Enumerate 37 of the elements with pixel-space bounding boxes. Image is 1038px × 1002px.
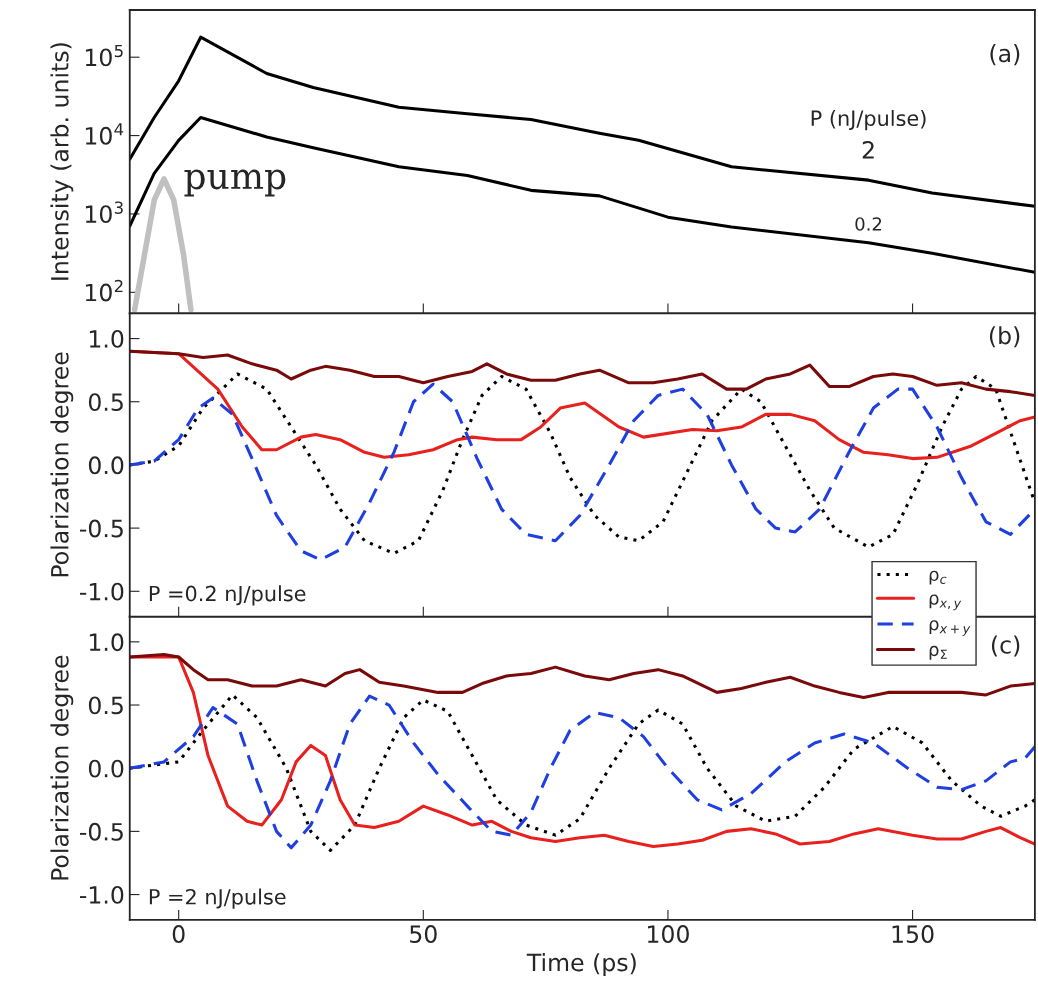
y-tick-label: 0.0 (88, 456, 124, 475)
line-series (129, 349, 1035, 397)
series-label: 2 (862, 141, 874, 159)
x-tick-label: 150 (892, 925, 934, 943)
y-tick-label: 0.5 (88, 393, 123, 412)
y-axis-title: Intensity (arb. units) (50, 43, 74, 280)
annotation: P =0.2 nJ/pulse (149, 585, 306, 606)
legend-label: ρ$_{Σ}$ (929, 645, 947, 660)
annotation: P =2 nJ/pulse (149, 888, 286, 909)
y-axis-title: Polarization degree (50, 655, 74, 880)
y-tick-label: 0.0 (88, 759, 124, 778)
series-label: 0.2 (855, 217, 882, 231)
x-tick-label: 0 (172, 925, 185, 943)
y-tick-label: -1.0 (79, 886, 124, 904)
legend-label: ρ$_{x,y}$ (929, 594, 962, 611)
y-tick-label: -1.0 (79, 582, 124, 601)
y-tick-label: 10$^{2}$ (85, 279, 123, 302)
annotation: (b) (989, 326, 1020, 348)
x-tick-label: 100 (648, 925, 689, 943)
y-tick-label: -0.5 (79, 519, 123, 538)
y-axis-title: Polarization degree (50, 352, 74, 577)
series-label: pump (184, 169, 286, 197)
line-series (129, 35, 1035, 208)
y-tick-label: -0.5 (79, 822, 123, 841)
y-tick-label: 1.0 (89, 330, 124, 348)
y-tick-label: 10$^{3}$ (85, 201, 123, 224)
y-tick-label: 0.5 (88, 696, 123, 715)
annotation: (a) (990, 44, 1020, 66)
annotation: (c) (991, 635, 1020, 657)
legend-label: ρ$_{c}$ (929, 570, 947, 585)
legend-title: P (nJ/pulse) (811, 109, 926, 131)
y-tick-label: 1.0 (89, 633, 124, 652)
y-tick-label: 10$^{4}$ (85, 123, 124, 145)
y-tick-label: 10$^{5}$ (85, 44, 123, 67)
x-tick-label: 50 (410, 925, 437, 943)
x-axis-title: Time (ps) (526, 953, 636, 976)
legend-label: ρ$_{x+y}$ (929, 620, 971, 636)
